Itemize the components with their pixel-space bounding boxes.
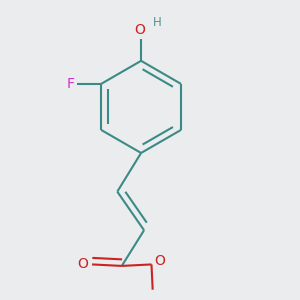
Text: O: O <box>154 254 165 268</box>
Text: O: O <box>134 23 145 38</box>
Text: F: F <box>67 77 75 91</box>
Text: O: O <box>78 257 88 272</box>
Text: H: H <box>153 16 162 29</box>
